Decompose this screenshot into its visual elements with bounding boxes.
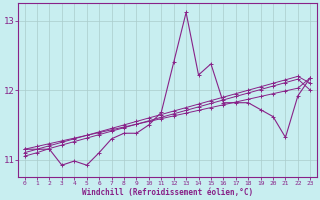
X-axis label: Windchill (Refroidissement éolien,°C): Windchill (Refroidissement éolien,°C)	[82, 188, 253, 197]
